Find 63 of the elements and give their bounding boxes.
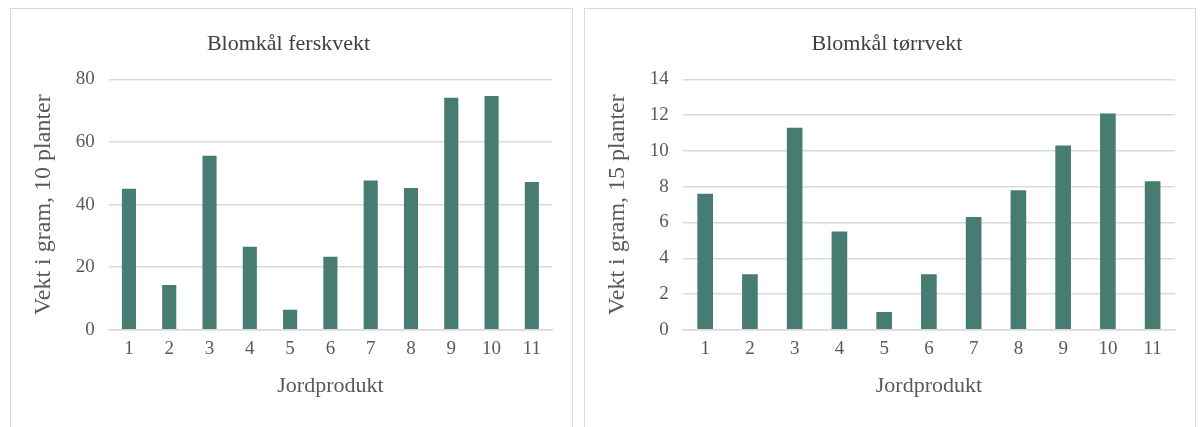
x-tick-label: 2 [745, 337, 755, 359]
x-tick-label: 6 [924, 337, 934, 359]
chart-title: Blomkål tørrvekt [811, 29, 963, 55]
x-tick-label: 7 [968, 337, 979, 359]
x-tick-label: 9 [1058, 337, 1068, 359]
bar [283, 309, 298, 330]
bar [831, 231, 848, 330]
bar [444, 97, 459, 330]
x-tick-label: 5 [285, 337, 295, 359]
y-tick-label: 6 [659, 210, 669, 232]
y-tick-label: 0 [85, 317, 95, 339]
y-tick-label: 60 [75, 129, 95, 151]
y-tick-label: 4 [659, 246, 670, 268]
y-axis-title: Vekt i gram, 10 planter [28, 94, 55, 315]
bar [162, 285, 177, 330]
x-tick-label: 3 [789, 337, 800, 359]
x-tick-label: 4 [834, 337, 845, 359]
x-tick-label: 4 [245, 337, 256, 359]
x-tick-label: 5 [879, 337, 889, 359]
bar [484, 95, 499, 330]
x-tick-label: 2 [164, 337, 174, 359]
chart-title: Blomkål ferskvekt [206, 29, 371, 55]
y-tick-label: 40 [75, 192, 95, 214]
bar [323, 256, 338, 330]
x-axis-title: Jordprodukt [875, 371, 983, 397]
y-tick-label: 14 [649, 67, 670, 89]
bar [697, 193, 713, 330]
x-tick-label: 8 [406, 337, 416, 359]
y-tick-label: 20 [75, 255, 95, 277]
x-tick-label: 9 [446, 337, 457, 359]
x-tick-label: 11 [522, 337, 541, 359]
x-tick-label: 8 [1013, 337, 1024, 359]
x-tick-label: 10 [482, 337, 502, 359]
bar [1055, 145, 1071, 330]
bar [242, 246, 257, 330]
y-axis-title: Vekt i gram, 15 planter [602, 94, 629, 315]
bar [524, 182, 539, 330]
x-tick-label: 6 [325, 337, 336, 359]
y-tick-label: 0 [659, 317, 669, 339]
y-tick-label: 10 [649, 138, 669, 160]
bar [921, 274, 937, 330]
bar [742, 274, 758, 330]
bar [1144, 181, 1161, 330]
x-tick-label: 7 [365, 337, 376, 359]
bar [965, 217, 982, 330]
x-tick-label: 11 [1143, 337, 1162, 359]
bar [202, 155, 217, 330]
y-tick-label: 80 [75, 67, 95, 89]
x-tick-label: 3 [204, 337, 215, 359]
x-tick-label: 1 [700, 337, 710, 359]
bar [363, 180, 378, 330]
x-tick-label: 1 [124, 337, 134, 359]
bar [786, 127, 803, 330]
x-axis-title: Jordprodukt [277, 371, 384, 397]
y-tick-label: 2 [659, 282, 669, 304]
y-tick-label: 8 [659, 174, 669, 196]
bar [403, 188, 419, 330]
bar [121, 188, 136, 330]
y-tick-label: 12 [649, 103, 669, 125]
bar [876, 311, 892, 330]
bar [1100, 113, 1116, 330]
x-tick-label: 10 [1098, 337, 1118, 359]
bar [1010, 190, 1027, 330]
